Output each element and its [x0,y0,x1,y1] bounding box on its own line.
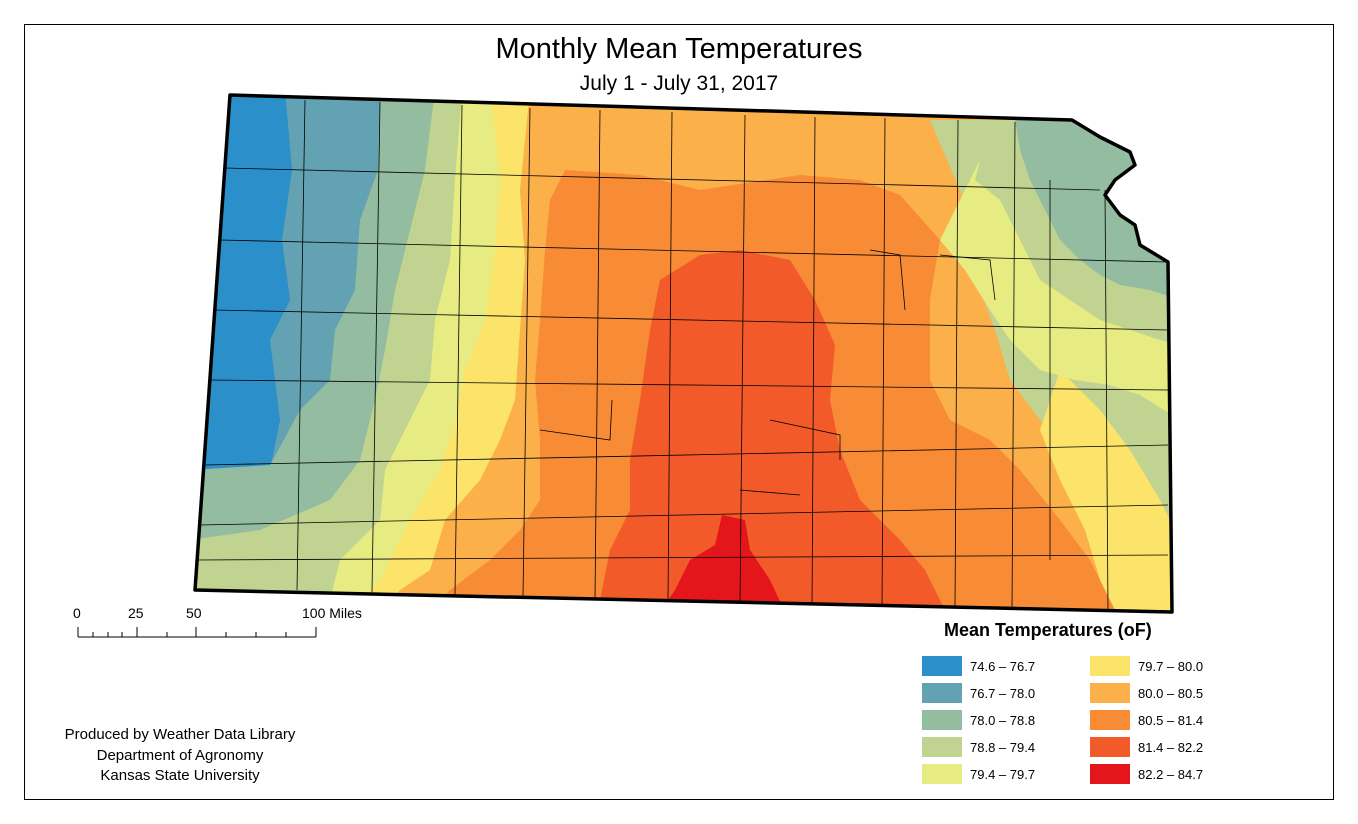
map-subtitle: July 1 - July 31, 2017 [579,72,779,95]
legend-label: 78.0 – 78.8 [970,712,1036,728]
legend-swatch [922,737,962,757]
legend-item: 79.4 – 79.7 [922,763,1035,785]
kansas-outline [193,93,1174,614]
map-frame [24,24,1334,800]
legend-label: 78.8 – 79.4 [970,739,1036,755]
legend-swatch [922,656,962,676]
legend-swatch [1090,710,1130,730]
legend-item: 80.0 – 80.5 [1090,682,1203,704]
scale-ticks [77,627,317,638]
credits: Produced by Weather Data Library Departm… [30,725,330,787]
zone-81-4-82-2 [600,250,950,612]
legend-swatch [1090,656,1130,676]
legend-label: 79.7 – 80.0 [1138,658,1204,674]
legend-label: 74.6 – 76.7 [970,658,1036,674]
credits-line: Produced by Weather Data Library [64,726,296,743]
legend-label: 80.5 – 81.4 [1138,712,1204,728]
scale-label-0: 0 [73,605,81,621]
legend-item: 78.0 – 78.8 [922,709,1035,731]
scale-bar: 0 25 50 100 Miles [60,605,390,655]
legend-swatch [922,764,962,784]
legend-item: 74.6 – 76.7 [922,655,1035,677]
legend-item: 78.8 – 79.4 [922,736,1035,758]
legend-label: 76.7 – 78.0 [970,685,1036,701]
legend-item: 80.5 – 81.4 [1090,709,1203,731]
legend-swatch [922,710,962,730]
legend-item: 82.2 – 84.7 [1090,763,1203,785]
county-boundaries [197,99,1169,612]
legend-item: 81.4 – 82.2 [1090,736,1203,758]
legend-swatch [1090,764,1130,784]
legend-label: 79.4 – 79.7 [970,766,1036,782]
legend-label: 81.4 – 82.2 [1138,739,1204,755]
credits-line: Department of Agronomy [96,746,264,764]
legend-label: 82.2 – 84.7 [1138,766,1204,782]
zone-82-2-84-7 [660,515,785,612]
legend-title: Mean Temperatures (oF) [944,620,1152,640]
legend-swatch [922,683,962,703]
legend-swatch [1090,737,1130,757]
credits-line: Kansas State University [100,767,260,784]
scale-label-25: 25 [128,605,144,621]
legend-label: 80.0 – 80.5 [1138,685,1204,701]
legend: 74.6 – 76.7 76.7 – 78.0 78.0 – 78.8 78.8… [922,655,1203,795]
legend-swatch [1090,683,1130,703]
zone-east-79-7 [1040,370,1172,612]
scale-label-50: 50 [186,605,202,621]
legend-item: 76.7 – 78.0 [922,682,1035,704]
map-title: Monthly Mean Temperatures [495,33,863,65]
scale-label-100: 100 Miles [302,605,362,621]
legend-item: 79.7 – 80.0 [1090,655,1203,677]
temperature-zones [195,95,1172,612]
